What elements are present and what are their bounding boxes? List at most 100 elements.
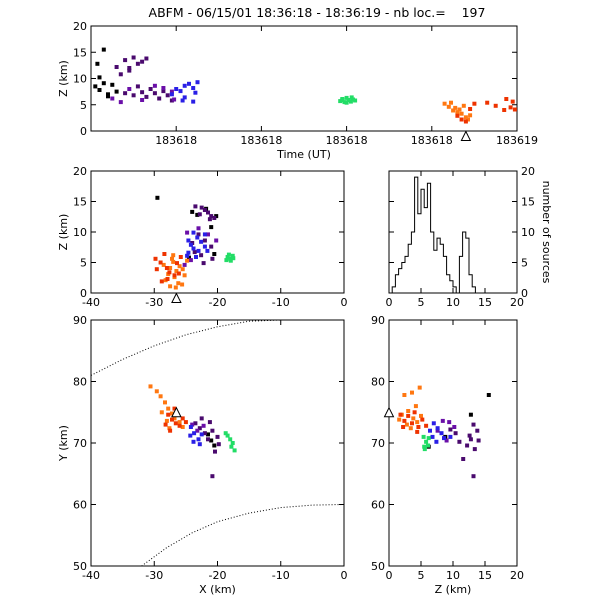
source-point	[118, 72, 123, 77]
x-height-ytick-label: 10	[73, 226, 87, 239]
source-point	[172, 406, 177, 411]
source-point	[123, 58, 128, 63]
source-point	[148, 87, 153, 91]
source-point	[404, 422, 409, 427]
height-histogram-frame	[388, 170, 518, 294]
source-point	[158, 260, 163, 265]
source-point	[431, 421, 436, 426]
source-point	[182, 95, 187, 100]
x-height-ytick-label: 0	[80, 287, 87, 300]
source-point	[419, 413, 423, 418]
source-point	[475, 428, 480, 433]
source-point	[176, 271, 181, 276]
source-point	[459, 111, 464, 116]
source-point	[188, 425, 193, 429]
source-point	[232, 448, 237, 453]
source-point	[188, 258, 193, 263]
plan-view-ytick-label: 60	[73, 499, 87, 512]
plan-view-ylabel: Y (km)	[57, 425, 70, 462]
source-point	[230, 253, 235, 258]
source-point	[101, 47, 106, 52]
source-point	[193, 421, 198, 426]
source-point	[209, 225, 214, 230]
source-point	[202, 208, 207, 212]
plan-view-ytick-label: 50	[73, 560, 87, 573]
source-point	[173, 421, 178, 426]
source-point	[457, 107, 462, 112]
source-point	[424, 423, 429, 428]
source-point	[426, 436, 431, 441]
source-point	[202, 244, 207, 249]
x-height-ytick-label: 15	[73, 196, 87, 209]
source-point	[426, 443, 430, 448]
source-point	[196, 437, 201, 442]
source-point	[144, 94, 149, 99]
source-point	[447, 420, 452, 425]
source-point	[180, 425, 185, 429]
source-point	[468, 437, 473, 442]
x-height-xtick-label: -40	[82, 296, 100, 309]
source-point	[166, 412, 171, 417]
source-point	[212, 252, 217, 256]
source-point	[174, 269, 179, 273]
source-point	[199, 432, 204, 437]
height-histogram-ytick-label: 5	[521, 257, 528, 270]
source-point	[459, 117, 464, 122]
plan-view-xtick-label: -40	[82, 569, 100, 582]
source-point	[502, 108, 507, 112]
source-point	[472, 447, 477, 452]
source-point	[127, 66, 132, 70]
time-height-ytick-label: 10	[73, 73, 87, 86]
source-point	[353, 98, 358, 103]
source-point	[229, 444, 234, 449]
source-point	[201, 423, 206, 428]
x-height-ytick-label: 20	[73, 165, 87, 178]
source-point	[225, 255, 230, 259]
source-point	[457, 439, 462, 444]
source-point	[158, 394, 163, 399]
source-point	[472, 101, 477, 106]
source-point	[207, 217, 212, 222]
source-point	[114, 89, 119, 94]
source-point	[185, 258, 190, 263]
source-point	[406, 409, 411, 413]
height-histogram-ylabel: number of sources	[540, 181, 553, 284]
x-height-xtick-label: -20	[209, 296, 227, 309]
source-point	[199, 253, 204, 258]
source-point	[402, 393, 407, 397]
source-point	[202, 238, 207, 243]
plan-view-xtick-label: 0	[341, 569, 348, 582]
height-y-panel: 0 5 10 15 20 50 60 70 80 90 Z (km)	[371, 314, 524, 596]
source-point	[163, 400, 167, 405]
source-point	[185, 230, 190, 235]
source-point	[344, 95, 349, 100]
source-point	[206, 437, 210, 442]
source-point	[169, 98, 174, 103]
source-point	[415, 429, 420, 434]
height-y-xtick-label: 15	[478, 569, 492, 582]
source-point	[485, 100, 490, 105]
plan-view-xtick-label: -10	[272, 569, 290, 582]
source-point	[202, 431, 207, 436]
source-point	[415, 420, 420, 425]
time-height-ytick-label: 20	[73, 20, 87, 33]
source-point	[206, 432, 210, 437]
source-point	[191, 246, 196, 251]
plan-view-ytick-label: 70	[73, 437, 87, 450]
source-point	[340, 98, 345, 102]
source-point	[421, 434, 426, 439]
time-height-xlabel: Time (UT)	[276, 148, 331, 161]
source-point	[442, 436, 446, 441]
source-point	[195, 80, 200, 85]
source-point	[228, 258, 233, 263]
source-point	[493, 103, 498, 108]
source-point	[97, 75, 102, 80]
plan-view-xlabel: X (km)	[199, 583, 236, 596]
source-point	[190, 209, 195, 214]
source-point	[180, 282, 185, 287]
source-point	[466, 117, 470, 122]
source-point	[349, 95, 354, 100]
source-point	[342, 100, 347, 105]
source-point	[449, 100, 453, 105]
x-height-frame	[90, 170, 345, 294]
